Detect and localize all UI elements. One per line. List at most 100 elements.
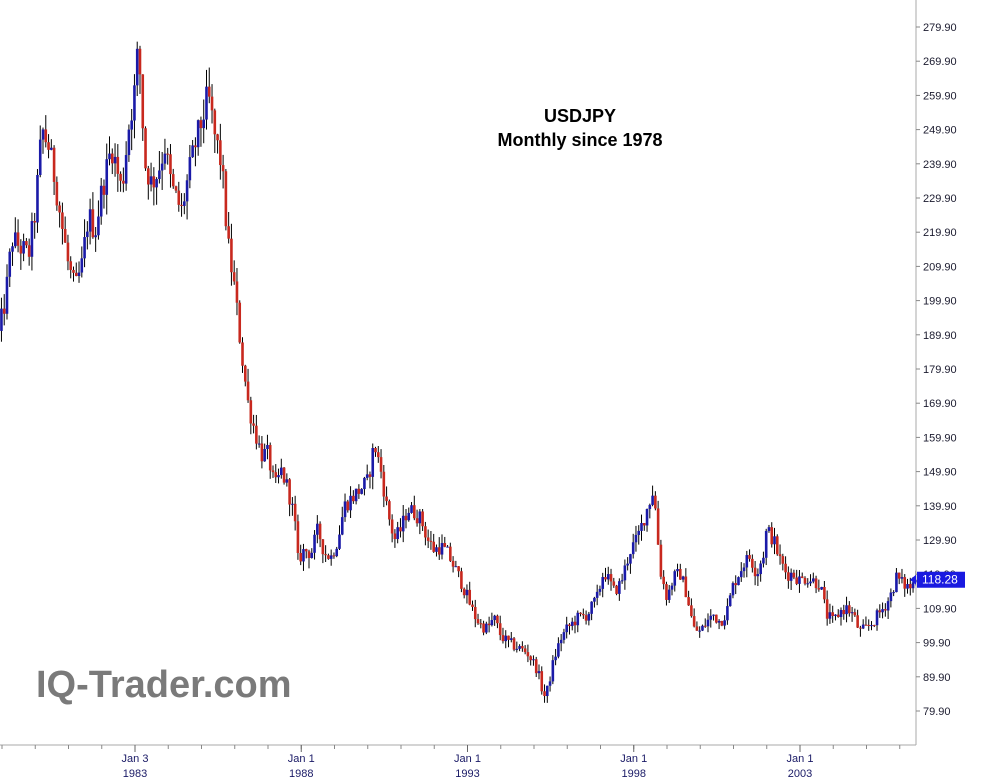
candle-up [737, 577, 740, 586]
candle-down [468, 589, 472, 605]
candle-up [701, 625, 704, 631]
candle-up [651, 495, 654, 505]
y-tick-label: 99.90 [923, 638, 951, 650]
candle-down [429, 540, 433, 542]
candle-up [335, 548, 339, 557]
candle-up [316, 523, 319, 535]
candle-down [421, 511, 424, 527]
candle-up [559, 639, 563, 644]
candle-up [911, 582, 915, 589]
y-axis: 279.90 269.90 259.90 249.90 239.90 229.90 219.… [915, 0, 957, 745]
candle-down [74, 272, 78, 277]
candle-up [557, 643, 560, 657]
last-price-box [917, 571, 965, 588]
candle-up [490, 620, 494, 626]
candle-up [546, 685, 549, 697]
y-tick-label: 149.90 [923, 467, 957, 479]
y-tick-label: 139.90 [923, 501, 957, 513]
candle-up [706, 619, 710, 627]
candle-down [141, 74, 145, 129]
candle-down [476, 619, 480, 624]
candle-down [753, 567, 757, 577]
candle-down [859, 627, 862, 629]
candle-down [872, 625, 876, 627]
candle-up [742, 567, 746, 572]
candle-up [94, 235, 97, 238]
candle-up [551, 660, 555, 682]
candle-up [834, 614, 837, 616]
candle-down [908, 584, 912, 589]
candle-up [343, 501, 347, 518]
candle-up [773, 536, 776, 545]
candle-down [684, 576, 688, 598]
candle-down [274, 472, 278, 478]
candle-up [900, 577, 904, 579]
candle-down [884, 609, 887, 611]
candle-down [679, 568, 682, 580]
candle-up [631, 542, 635, 555]
candle-down [224, 171, 228, 227]
y-tick-label: 269.90 [923, 56, 957, 68]
candle-down [241, 342, 244, 366]
candle-down [249, 400, 253, 424]
chart-title: USDJPY [543, 106, 617, 126]
candle-down [52, 147, 56, 182]
candle-down [451, 560, 455, 567]
candle-up [812, 578, 815, 582]
candle-down [432, 541, 435, 552]
candle-down [346, 501, 350, 511]
candle-down [573, 621, 577, 626]
y-tick-label: 89.90 [923, 672, 951, 684]
candle-up [759, 563, 762, 575]
candle-up [8, 251, 12, 277]
candle-up [302, 549, 305, 562]
candle-down [534, 659, 538, 674]
candle-up [629, 554, 632, 564]
candle-up [850, 612, 854, 614]
x-tick-label-line2: 1988 [289, 768, 313, 780]
candle-up [681, 576, 685, 580]
candle-down [235, 281, 239, 303]
candle-up [889, 592, 893, 602]
candle-up [745, 555, 749, 568]
candle-down [66, 242, 70, 262]
candle-up [280, 467, 283, 476]
candle-up [698, 630, 701, 632]
candle-up [626, 563, 629, 566]
candle-down [512, 638, 516, 650]
candle-down [800, 576, 804, 578]
candle-up [0, 308, 3, 331]
y-tick-label: 279.90 [923, 22, 957, 34]
candle-down [734, 583, 738, 586]
x-tick-label-line2: 2003 [788, 768, 812, 780]
candle-down [327, 555, 330, 559]
candle-down [582, 613, 585, 616]
candle-up [764, 530, 768, 558]
candle-up [532, 659, 535, 661]
candle-down [413, 505, 416, 519]
candle-up [839, 609, 843, 618]
candle-down [174, 186, 178, 191]
candle-down [171, 174, 175, 187]
candle-up [667, 589, 671, 600]
candle-down [69, 261, 73, 270]
y-tick-label: 239.90 [923, 159, 957, 171]
x-tick-label-line1: Jan 1 [787, 753, 814, 765]
candle-down [199, 120, 203, 129]
candle-down [147, 168, 150, 185]
candle-up [108, 153, 111, 160]
candle-up [410, 505, 413, 513]
candle-down [831, 612, 834, 616]
candle-down [568, 624, 571, 627]
candle-down [55, 181, 59, 206]
candle-up [806, 583, 810, 585]
candle-down [122, 180, 125, 184]
candle-up [590, 601, 593, 614]
candle-up [881, 609, 884, 613]
candle-down [282, 467, 286, 483]
last-price-label: 118.28 [922, 573, 958, 587]
candle-up [504, 635, 508, 642]
candle-up [266, 444, 269, 450]
candle-down [227, 226, 230, 239]
